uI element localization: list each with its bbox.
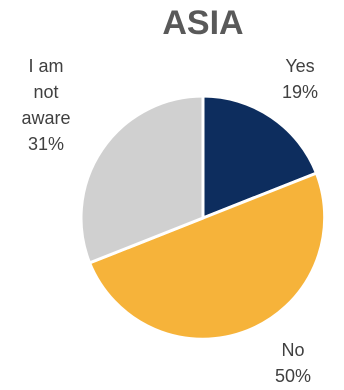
slice-label-line: 31% <box>28 134 64 154</box>
slice-label-line: 50% <box>275 366 311 386</box>
slice-label-line: 19% <box>282 82 318 102</box>
slice-label-2: I am not aware 31% <box>21 56 70 154</box>
slice-label-0: Yes 19% <box>282 56 318 102</box>
slice-label-line: not <box>33 82 58 102</box>
chart-title: ASIA <box>162 4 243 42</box>
slice-label-line: No <box>281 340 304 360</box>
pie-slice-1 <box>88 171 327 341</box>
pie-slice-2 <box>79 94 205 265</box>
pie-slice-0 <box>201 94 318 220</box>
slice-label-line: Yes <box>285 56 314 76</box>
slice-label-1: No 50% <box>275 340 311 386</box>
slice-label-line: aware <box>21 108 70 128</box>
slice-label-line: I am <box>28 56 63 76</box>
